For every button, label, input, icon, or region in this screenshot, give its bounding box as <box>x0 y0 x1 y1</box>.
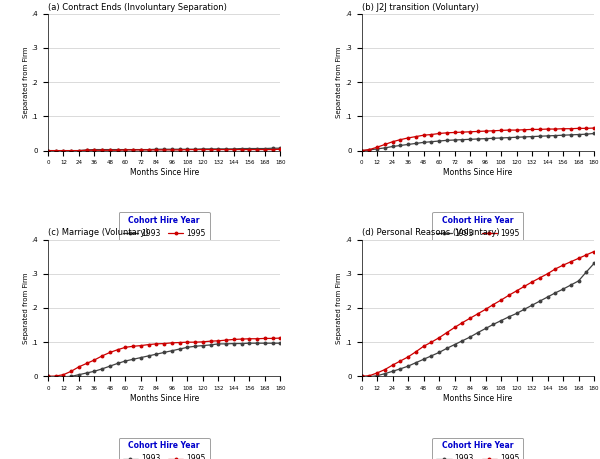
Text: (b) J2J transition (Voluntary): (b) J2J transition (Voluntary) <box>362 3 479 11</box>
X-axis label: Months Since Hire: Months Since Hire <box>130 394 199 403</box>
Y-axis label: Separated from Firm: Separated from Firm <box>23 272 29 344</box>
Y-axis label: Separated from Firm: Separated from Firm <box>337 46 343 118</box>
Text: (c) Marriage (Voluntary): (c) Marriage (Voluntary) <box>48 229 149 237</box>
X-axis label: Months Since Hire: Months Since Hire <box>443 394 512 403</box>
Legend: 1993, 1995: 1993, 1995 <box>119 438 209 459</box>
Y-axis label: Separated from Firm: Separated from Firm <box>23 46 29 118</box>
Text: (a) Contract Ends (Involuntary Separation): (a) Contract Ends (Involuntary Separatio… <box>48 3 227 11</box>
Y-axis label: Separated from Firm: Separated from Firm <box>337 272 343 344</box>
Legend: 1993, 1995: 1993, 1995 <box>433 438 523 459</box>
Legend: 1993, 1995: 1993, 1995 <box>433 212 523 241</box>
Legend: 1993, 1995: 1993, 1995 <box>119 212 209 241</box>
Text: (d) Personal Reasons (Voluntary): (d) Personal Reasons (Voluntary) <box>362 229 499 237</box>
X-axis label: Months Since Hire: Months Since Hire <box>130 168 199 177</box>
X-axis label: Months Since Hire: Months Since Hire <box>443 168 512 177</box>
